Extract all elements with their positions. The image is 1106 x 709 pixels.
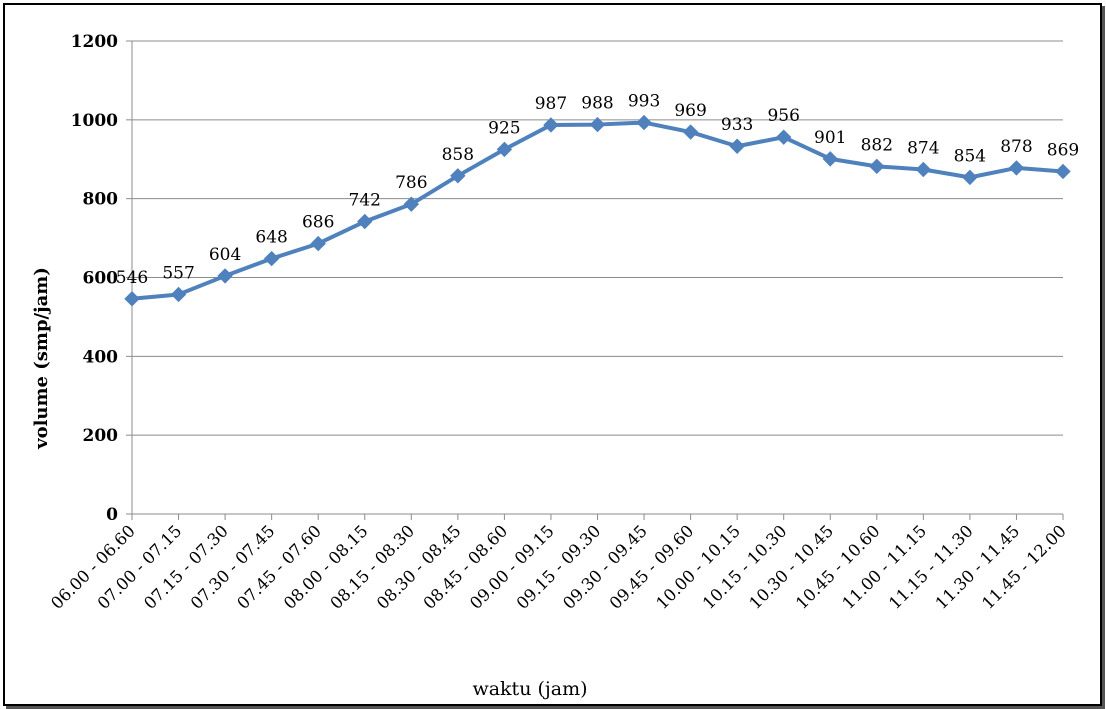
y-tick-label: 200 (83, 426, 119, 446)
y-axis-title: volume (smp/jam) (31, 267, 52, 450)
data-label: 546 (116, 268, 148, 288)
data-label: 993 (628, 92, 660, 112)
data-label: 901 (814, 128, 846, 148)
data-label: 969 (674, 101, 706, 121)
category-label: 11.45 - 12.00 (978, 521, 1070, 613)
data-point-marker (217, 268, 233, 284)
data-label: 987 (535, 94, 567, 114)
data-label: 557 (162, 263, 194, 283)
data-point-marker (915, 161, 932, 178)
markers (124, 114, 1071, 307)
data-point-marker (962, 169, 978, 186)
data-label: 925 (488, 118, 520, 138)
data-point-marker (636, 114, 652, 131)
data-point-marker (869, 158, 885, 175)
data-label: 956 (767, 106, 799, 126)
data-point-marker (729, 138, 745, 154)
data-point-marker (170, 286, 187, 303)
y-tick-label: 1200 (71, 32, 118, 52)
data-label: 878 (1000, 137, 1032, 157)
data-point-marker (543, 117, 559, 133)
data-point-marker (589, 116, 606, 133)
data-point-marker (263, 250, 280, 267)
data-label: 988 (581, 94, 613, 114)
y-tick-label: 400 (83, 347, 119, 367)
data-label: 854 (954, 146, 986, 166)
data-point-marker (496, 141, 513, 158)
data-point-marker (450, 168, 466, 184)
data-point-marker (310, 235, 326, 252)
data-label: 686 (302, 213, 334, 233)
data-point-marker (403, 196, 420, 212)
data-label: 869 (1047, 140, 1079, 160)
data-point-marker (124, 291, 140, 307)
data-label: 786 (395, 173, 427, 193)
data-label: 604 (209, 245, 241, 265)
data-point-marker (775, 129, 792, 145)
data-label: 858 (442, 145, 474, 165)
data-label: 648 (255, 228, 287, 248)
y-tick-label: 1000 (71, 111, 118, 131)
y-tick-label: 800 (83, 190, 119, 210)
data-label: 882 (861, 135, 893, 155)
data-point-marker (822, 151, 838, 167)
axes: 0 200 400 600 800 1000 1200 (71, 32, 1064, 525)
data-point-marker (1008, 160, 1025, 176)
data-point-marker (682, 124, 699, 140)
data-label: 933 (721, 115, 753, 135)
y-tick-label: 600 (83, 269, 119, 289)
data-labels: 546 557 604 648 686 742 786 858 925 987 988 993 969 9… (116, 92, 1079, 288)
data-label: 742 (349, 191, 381, 211)
data-point-marker (1055, 163, 1071, 180)
x-axis-title: waktu (jam) (472, 678, 587, 700)
data-label: 874 (907, 138, 939, 158)
y-tick-label: 0 (106, 505, 118, 525)
data-point-marker (357, 213, 373, 230)
